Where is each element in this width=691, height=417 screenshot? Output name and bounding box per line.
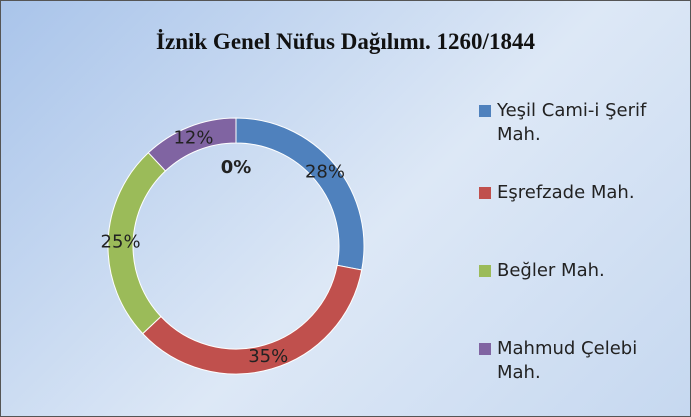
data-label: 0%: [221, 157, 252, 178]
chart-title: İznik Genel Nüfus Dağılımı. 1260/1844: [156, 29, 535, 54]
legend-label: Mahmud Çelebi Mah.: [497, 338, 638, 383]
data-label: 12%: [173, 128, 213, 149]
legend-label: Beğler Mah.: [497, 260, 605, 281]
legend-item: Beğler Mah.: [479, 259, 684, 283]
donut-slice: [147, 117, 237, 172]
legend-swatch: [479, 343, 491, 355]
legend-label: Yeşil Cami-i Şerif Mah.: [497, 100, 647, 145]
data-label: 25%: [101, 231, 141, 252]
legend-item: Eşrefzade Mah.: [479, 181, 684, 205]
legend-item: Yeşil Cami-i Şerif Mah.: [479, 99, 684, 147]
legend-swatch: [479, 265, 491, 277]
legend-item: Mahmud Çelebi Mah.: [479, 337, 684, 385]
data-label: 35%: [248, 346, 288, 367]
legend-swatch: [479, 187, 491, 199]
legend-label: Eşrefzade Mah.: [497, 182, 635, 203]
data-label: 28%: [305, 161, 345, 182]
donut-slice: [235, 117, 365, 271]
legend-swatch: [479, 105, 491, 117]
